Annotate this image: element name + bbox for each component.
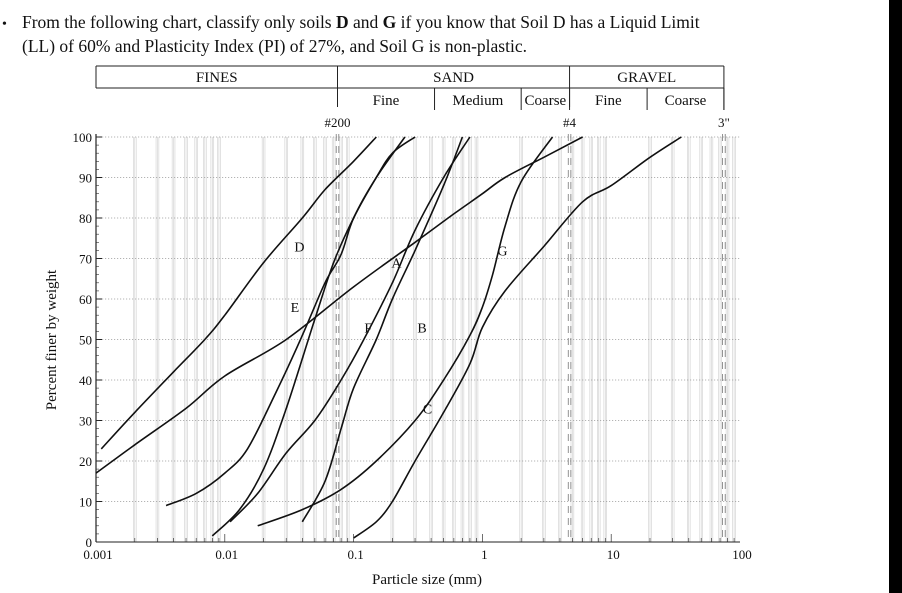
header-row2-label: Fine bbox=[373, 93, 400, 109]
question-line-2: (LL) of 60% and Plasticity Index (PI) of… bbox=[22, 36, 527, 56]
right-edge-strip bbox=[889, 0, 902, 593]
question-text-1c: and bbox=[348, 12, 383, 32]
curve-g bbox=[95, 136, 583, 474]
header-row1-label: SAND bbox=[433, 70, 474, 86]
x-axis-label: Particle size (mm) bbox=[372, 572, 482, 588]
question-line-1: From the following chart, classify only … bbox=[22, 12, 700, 33]
soil-classification-header: #200 #4 3" FINES SAND GRAVEL Fine Medium Coarse F… bbox=[95, 65, 730, 130]
y-tick-label: 10 bbox=[79, 495, 92, 510]
header-row2-label: Medium bbox=[452, 93, 503, 109]
y-tick-label: 50 bbox=[79, 333, 92, 348]
header-row2-label: Fine bbox=[595, 93, 622, 109]
y-tick-label: 30 bbox=[79, 414, 92, 429]
y-tick-label: 80 bbox=[79, 211, 92, 226]
x-tick-label: 1 bbox=[481, 547, 488, 562]
y-tick-label: 70 bbox=[79, 252, 92, 267]
curve-label-a: A bbox=[391, 257, 402, 272]
curve-label-d: D bbox=[294, 240, 304, 255]
curve-label-c: C bbox=[423, 402, 432, 417]
sieve-label: #200 bbox=[325, 115, 351, 130]
gradation-curves: A B C D E F G bbox=[95, 136, 682, 539]
sieve-label: 3" bbox=[718, 115, 730, 130]
header-row1-label: FINES bbox=[196, 70, 238, 86]
curve-f bbox=[301, 136, 464, 523]
question-bullet: • bbox=[2, 17, 7, 32]
x-tick-label: 0.1 bbox=[347, 547, 363, 562]
curve-c bbox=[257, 136, 554, 527]
y-tick-label: 60 bbox=[79, 292, 92, 307]
y-axis-label: Percent finer by weight bbox=[44, 269, 60, 410]
chart-axes: 0 10 20 30 40 50 60 70 80 90 100 0.001 0.01 0.1 1 10 100 bbox=[73, 130, 752, 562]
x-tick-label: 0.01 bbox=[215, 547, 238, 562]
x-tick-label: 10 bbox=[607, 547, 620, 562]
curve-e bbox=[165, 136, 406, 507]
sieve-label: #4 bbox=[563, 115, 577, 130]
curve-unlabeled bbox=[353, 136, 682, 539]
y-tick-label: 90 bbox=[79, 171, 92, 186]
soil-g-ref: G bbox=[382, 12, 397, 32]
curve-label-b: B bbox=[417, 321, 426, 336]
curve-d bbox=[100, 136, 377, 450]
question-text-1e: if you know that Soil D has a Liquid Lim… bbox=[396, 12, 700, 32]
chart-grid bbox=[96, 134, 740, 543]
curve-label-f: F bbox=[364, 321, 372, 336]
x-tick-label: 0.001 bbox=[83, 547, 112, 562]
x-tick-label: 100 bbox=[732, 547, 752, 562]
header-row2-label: Coarse bbox=[665, 93, 707, 109]
curve-b bbox=[229, 136, 471, 523]
question-text-1a: From the following chart, classify only … bbox=[22, 12, 336, 32]
curve-a bbox=[211, 136, 416, 537]
curve-label-g: G bbox=[497, 244, 507, 259]
header-row2-label: Coarse bbox=[525, 93, 567, 109]
y-tick-label: 0 bbox=[86, 535, 93, 550]
curve-label-e: E bbox=[291, 301, 300, 316]
soil-d-ref: D bbox=[336, 12, 349, 32]
y-tick-label: 100 bbox=[73, 130, 93, 145]
header-row1-label: GRAVEL bbox=[617, 70, 676, 86]
y-tick-label: 40 bbox=[79, 373, 92, 388]
y-tick-label: 20 bbox=[79, 454, 92, 469]
